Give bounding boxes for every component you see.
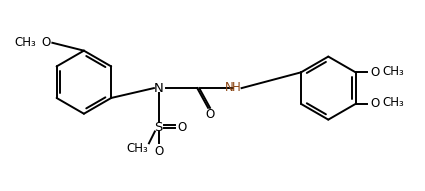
Text: O: O (205, 108, 215, 121)
Text: N: N (224, 81, 233, 94)
Text: S: S (155, 121, 163, 134)
Text: CH₃: CH₃ (126, 142, 148, 155)
Text: N: N (154, 82, 164, 95)
Text: O: O (371, 97, 380, 110)
Text: CH₃: CH₃ (14, 36, 36, 49)
Text: O: O (371, 66, 380, 79)
Text: CH₃: CH₃ (382, 96, 404, 109)
Text: O: O (154, 145, 164, 158)
Text: CH₃: CH₃ (382, 65, 404, 78)
Text: H: H (232, 81, 241, 94)
Text: O: O (42, 36, 51, 49)
Text: O: O (178, 121, 187, 134)
